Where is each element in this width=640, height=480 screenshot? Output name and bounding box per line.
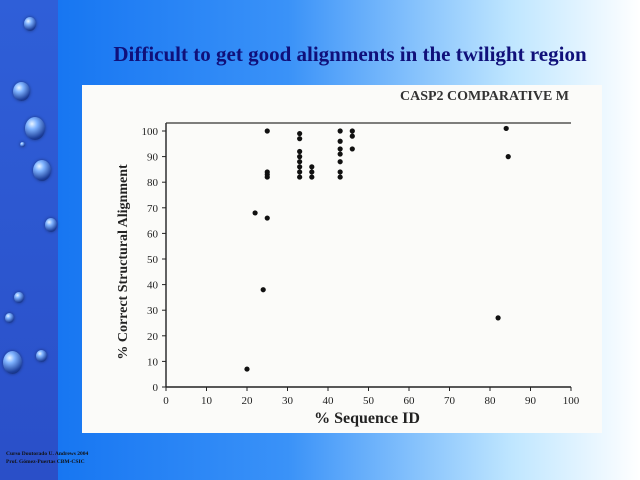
data-point	[309, 174, 315, 180]
y-tick-label: 90	[147, 152, 159, 164]
data-point	[337, 151, 343, 157]
y-tick-label: 50	[147, 254, 159, 266]
x-tick-label: 90	[525, 395, 537, 407]
water-drop-decoration	[5, 313, 14, 323]
data-point	[337, 146, 343, 152]
water-drop-decoration	[36, 350, 47, 362]
data-point	[264, 174, 270, 180]
data-point	[264, 128, 270, 134]
data-point	[264, 215, 270, 221]
data-point	[297, 154, 303, 160]
x-tick-label: 100	[563, 395, 580, 407]
data-point	[297, 169, 303, 175]
footer-line: Curso Doutorado U. Andrews 2004	[6, 451, 89, 457]
slide-footer: Curso Doutorado U. Andrews 2004 Prof. Gó…	[6, 450, 88, 466]
y-axis-label: % Correct Structural Alignment	[116, 164, 131, 360]
x-axis-label: % Sequence ID	[314, 410, 420, 427]
data-point	[349, 133, 355, 139]
y-tick-label: 20	[147, 331, 159, 343]
y-tick-label: 60	[147, 228, 159, 240]
data-point	[337, 138, 343, 144]
x-tick-label: 10	[201, 395, 213, 407]
y-tick-label: 100	[142, 126, 159, 138]
x-tick-label: 20	[242, 395, 254, 407]
water-drop-decoration	[14, 292, 24, 303]
data-point	[297, 159, 303, 165]
x-tick-label: 60	[404, 395, 416, 407]
scatter-chart: CASP2 COMPARATIVE M 0 10 20 30 40 50 60 70 80 90 1…	[116, 89, 580, 427]
x-tick-label: 50	[363, 395, 375, 407]
data-point	[297, 164, 303, 170]
data-point	[252, 210, 258, 216]
data-point	[337, 169, 343, 175]
chart-axes: 0 10 20 30 40 50 60 70 80 90 100 0 10 20 30 40 50 60 70 80 9…	[142, 122, 580, 407]
y-tick-label: 10	[147, 356, 159, 368]
y-tick-label: 80	[147, 177, 159, 189]
data-point	[297, 136, 303, 142]
data-point	[297, 130, 303, 137]
data-point	[349, 128, 355, 134]
scanned-chart-figure: CASP2 COMPARATIVE M 0 10 20 30 40 50 60 70 80 90 1…	[82, 85, 602, 433]
data-point	[297, 174, 303, 180]
water-drop-decoration	[25, 117, 45, 140]
data-point	[337, 159, 343, 165]
y-tick-label: 30	[147, 305, 159, 317]
water-drop-decoration	[45, 218, 57, 232]
x-tick-label: 80	[485, 395, 497, 407]
water-drop-decoration	[13, 82, 30, 101]
water-drop-decoration	[20, 142, 25, 147]
data-point	[495, 315, 501, 321]
slide-title: Difficult to get good alignments in the …	[113, 42, 587, 66]
data-points	[244, 125, 511, 372]
data-point	[505, 154, 511, 160]
x-tick-label: 40	[323, 395, 335, 407]
header-fragment: CASP2 COMPARATIVE M	[400, 89, 569, 104]
data-point	[309, 169, 315, 175]
data-point	[309, 164, 315, 170]
data-point	[349, 146, 355, 152]
data-point	[297, 148, 303, 155]
footer-line: Prof. Gómez-Puertas CBM-CSIC	[6, 459, 85, 465]
data-point	[260, 287, 266, 293]
data-point	[337, 174, 343, 180]
data-point	[337, 128, 343, 134]
x-tick-label: 30	[282, 395, 294, 407]
y-tick-label: 0	[153, 382, 159, 394]
x-tick-label: 70	[444, 395, 456, 407]
water-drop-decoration	[24, 17, 36, 31]
data-point	[503, 125, 509, 132]
water-drop-decoration	[33, 160, 51, 181]
water-drop-decoration	[3, 351, 22, 374]
data-point	[244, 366, 250, 372]
y-tick-label: 70	[147, 203, 159, 215]
sidebar-strip	[0, 0, 58, 480]
y-tick-label: 40	[147, 280, 159, 292]
x-tick-label: 0	[163, 395, 169, 407]
